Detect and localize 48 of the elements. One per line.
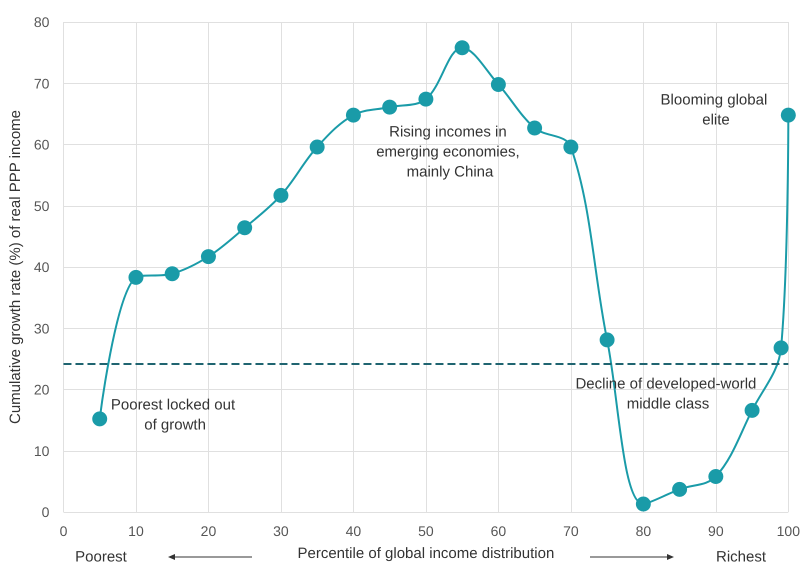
x-tick-label: 20	[200, 523, 216, 539]
point	[164, 266, 180, 282]
annotation: Poorest locked out of growth	[110, 396, 236, 434]
y-tick-label: 80	[34, 14, 50, 30]
point	[600, 332, 615, 348]
point	[310, 139, 325, 154]
x-tick-label: 40	[346, 523, 362, 539]
x-tick-label: 0	[60, 523, 68, 539]
y-tick-label: 10	[34, 442, 50, 459]
x-tick-label: 10	[128, 523, 144, 539]
annotation: Blooming global elite	[660, 92, 772, 128]
x-axis-title: Percentile of global income distribution	[297, 545, 554, 562]
point	[418, 92, 434, 107]
x-tick-label: 30	[273, 523, 289, 539]
point	[490, 76, 506, 92]
point	[780, 108, 796, 123]
x-tick-label: 90	[708, 523, 724, 539]
point	[454, 40, 470, 56]
text: Richest	[716, 548, 767, 566]
point	[382, 100, 398, 115]
x-tick-label: 100	[776, 523, 800, 539]
y-tick-label: 60	[34, 136, 50, 152]
x-tick-label: 70	[563, 523, 579, 539]
point	[774, 340, 789, 356]
point	[92, 411, 108, 426]
point	[237, 220, 252, 236]
point	[744, 402, 760, 418]
y-tick-label: 30	[34, 320, 50, 336]
y-tick-label: 20	[34, 382, 50, 398]
y-tick-label: 70	[34, 75, 50, 92]
y-axis-title: Cumulative growth rate (%) of real PPP income	[7, 110, 24, 424]
point	[527, 120, 542, 136]
point	[636, 496, 651, 512]
x-tick-label: 50	[418, 523, 434, 539]
annotation: Rising incomes in emerging economies, mainly China	[376, 124, 524, 180]
x-tick-label: 60	[490, 523, 506, 539]
x-tick-label: 80	[636, 523, 652, 539]
y-tick-label: 0	[42, 504, 50, 520]
y-tick-label: 40	[34, 259, 50, 275]
text: Poorest	[75, 548, 128, 566]
point	[672, 482, 688, 497]
y-tick-label: 50	[34, 198, 50, 214]
point	[200, 249, 216, 264]
point	[563, 139, 578, 154]
point	[346, 108, 361, 123]
point	[273, 188, 288, 203]
point	[708, 468, 724, 484]
point	[128, 270, 144, 285]
